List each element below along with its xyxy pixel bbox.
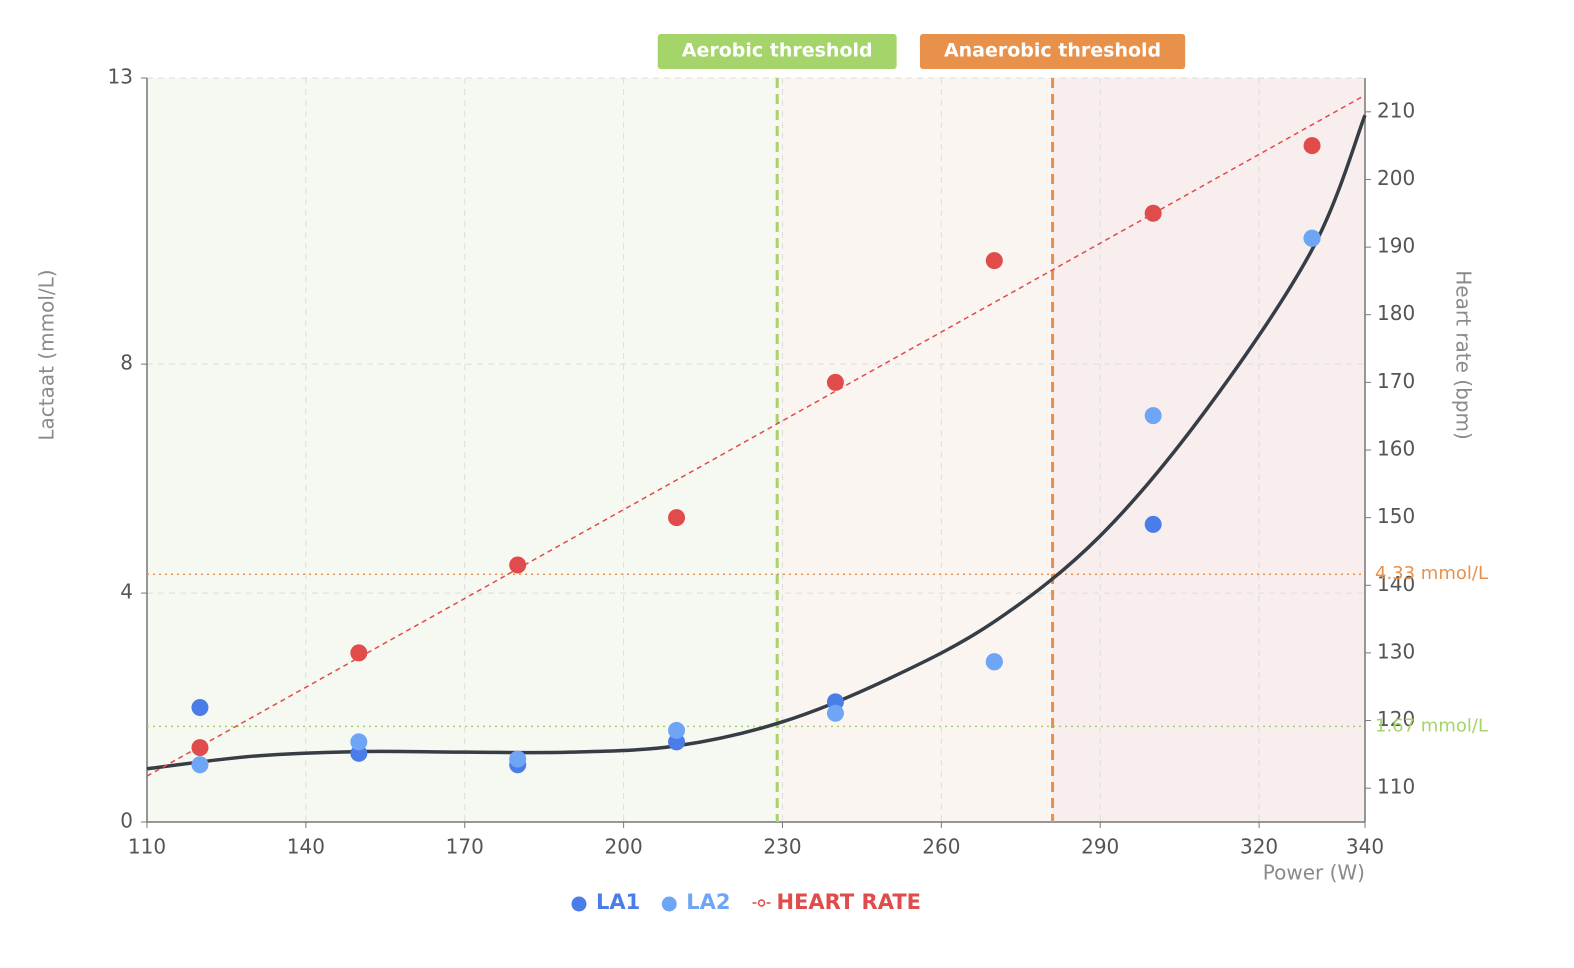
legend-item: LA2 [661,890,731,914]
x-tick-label: 340 [1346,835,1384,859]
point [191,699,209,717]
point [1144,407,1162,425]
y2-axis-title: Heart rate (bpm) [1452,270,1476,439]
legend-marker [757,899,766,907]
point [191,756,209,774]
zone [147,78,778,822]
y2-tick-label: 210 [1377,98,1415,122]
point [1144,515,1162,533]
y2-tick-label: 110 [1377,775,1415,799]
threshold-box [919,34,1186,69]
threshold-level-label: 4.33 mmol/L [1375,563,1488,584]
legend: LA1 LA2 HEART RATE [571,890,922,914]
y2-tick-label: 160 [1377,437,1415,461]
threshold-label: Anaerobic threshold [944,40,1161,62]
zone [777,78,1053,822]
legend-item: HEART RATE [752,890,922,914]
legend-marker [661,896,677,912]
y2-tick-label: 190 [1377,234,1415,258]
point [509,750,527,768]
point [191,739,209,757]
point [350,644,368,662]
zone [1052,78,1365,822]
legend-marker [571,896,587,912]
x-axis-title: Power (W) [1263,861,1365,885]
y2-tick-label: 150 [1377,504,1415,528]
y2-tick-label: 180 [1377,301,1415,325]
threshold-box [657,34,897,69]
y-tick-label: 0 [120,809,133,833]
y2-tick-label: 200 [1377,166,1415,190]
x-tick-label: 230 [763,835,801,859]
threshold-badge: Aerobic threshold [657,34,897,69]
x-tick-label: 260 [922,835,960,859]
legend-label: LA2 [686,890,730,914]
point [350,733,368,751]
x-tick-label: 170 [446,835,484,859]
trend-line [146,94,1366,777]
y2-tick-label: 120 [1377,707,1415,731]
point [1303,229,1321,247]
y2-tick-label: 130 [1377,639,1415,663]
y-axis-title: Lactaat (mmol/L) [35,269,59,440]
x-tick-label: 200 [605,835,643,859]
point [826,704,844,722]
point [1144,204,1162,222]
legend-label: HEART RATE [777,890,922,914]
x-tick-label: 320 [1240,835,1278,859]
point [668,509,686,527]
legend-label: LA1 [596,890,640,914]
point [1303,137,1321,155]
point [985,653,1003,671]
point [668,721,686,739]
y-tick-label: 13 [108,65,133,89]
threshold-level-label: 1.67 mmol/L [1375,715,1488,736]
point [985,252,1003,270]
legend-item: LA1 [571,890,640,914]
y2-tick-label: 140 [1377,572,1415,596]
y-tick-label: 4 [120,580,133,604]
y2-tick-label: 170 [1377,369,1415,393]
threshold-badge: Anaerobic threshold [919,34,1186,69]
x-tick-label: 110 [128,835,166,859]
point [826,373,844,391]
y-tick-label: 8 [120,351,133,375]
threshold-label: Aerobic threshold [682,40,873,62]
point [509,556,527,574]
x-tick-label: 140 [287,835,325,859]
x-tick-label: 290 [1081,835,1119,859]
